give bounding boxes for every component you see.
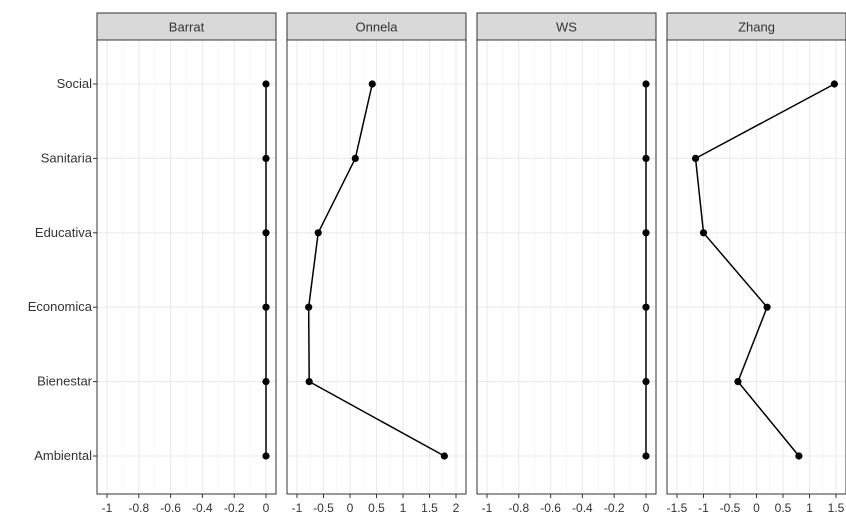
y-tick-label: Economica — [28, 299, 93, 314]
x-tick-label: -0.6 — [540, 501, 561, 515]
data-point-educativa — [699, 229, 708, 237]
panel-border — [476, 39, 657, 495]
x-tick-label: 1 — [806, 501, 813, 515]
facet-strip-label: Onnela — [356, 20, 399, 35]
x-tick-label: 0 — [263, 501, 270, 515]
x-tick-label: -0.6 — [160, 501, 181, 515]
y-tick-label: Ambiental — [34, 448, 92, 463]
x-tick-label: 1.5 — [828, 501, 845, 515]
data-point-bienestar — [262, 378, 270, 386]
data-point-social — [262, 80, 270, 88]
data-point-social — [642, 80, 650, 88]
x-tick-label: -0.8 — [508, 501, 529, 515]
data-point-bienestar — [642, 378, 650, 386]
x-tick-label: 0 — [643, 501, 650, 515]
data-point-social — [368, 80, 376, 88]
x-tick-label: 2 — [453, 501, 460, 515]
facet-panel-barrat: Barrat -1 -0.8 -0.6 -0.4 -0.2 0 — [96, 12, 277, 515]
data-point-economica — [763, 303, 771, 311]
data-point-ambiental — [440, 452, 448, 460]
series-line — [307, 83, 445, 457]
x-tick-label: 0 — [753, 501, 760, 515]
data-point-economica — [305, 303, 313, 311]
x-tick-label: -0.4 — [192, 501, 213, 515]
x-tick-label: 0.5 — [368, 501, 385, 515]
facet-strip — [286, 12, 467, 41]
facet-strip — [96, 12, 277, 41]
facet-strip — [666, 12, 846, 41]
x-tick-label: -1 — [102, 501, 113, 515]
data-point-economica — [642, 303, 650, 311]
data-point-social — [830, 80, 839, 88]
x-tick-label: -0.5 — [313, 501, 334, 515]
facet-strip-label: WS — [556, 20, 577, 35]
x-tick-label: -0.8 — [128, 501, 149, 515]
x-tick-label: -0.5 — [720, 501, 741, 515]
facet-panel-ws: WS -1 -0.8 -0.6 -0.4 -0.2 0 — [476, 12, 657, 515]
y-tick-label: Bienestar — [37, 374, 93, 389]
data-point-ambiental — [795, 452, 803, 460]
x-tick-label: 1.5 — [421, 501, 438, 515]
data-point-sanitaria — [351, 154, 359, 162]
data-point-educativa — [262, 229, 270, 237]
data-point-sanitaria — [262, 154, 270, 162]
data-point-ambiental — [642, 452, 650, 460]
data-point-educativa — [314, 229, 322, 237]
x-tick-label: -1 — [698, 501, 709, 515]
data-point-sanitaria — [691, 154, 700, 162]
y-tick-label: Social — [57, 76, 93, 91]
y-tick-label: Sanitaria — [41, 150, 93, 165]
x-tick-label: 0 — [347, 501, 354, 515]
y-tick-label: Educativa — [35, 225, 93, 240]
facet-panels: Barrat -1 -0.8 -0.6 -0.4 -0.2 0 Onnela -1 -0.5 0 0.… — [96, 12, 846, 515]
panel-border — [96, 39, 277, 495]
x-tick-label: -0.2 — [604, 501, 625, 515]
facet-strip-label: Zhang — [738, 20, 775, 35]
facet-panel-zhang: Zhang -1.5 -1 -0.5 0 0.5 1 1.5 — [666, 12, 846, 515]
data-point-ambiental — [262, 452, 270, 460]
x-tick-label: 1 — [400, 501, 407, 515]
x-tick-label: 0.5 — [775, 501, 792, 515]
series-line — [694, 83, 835, 457]
data-point-bienestar — [734, 378, 742, 386]
x-tick-label: -1.5 — [667, 501, 688, 515]
x-tick-label: -1 — [482, 501, 493, 515]
data-point-economica — [262, 303, 270, 311]
x-tick-label: -0.4 — [572, 501, 593, 515]
data-point-educativa — [642, 229, 650, 237]
data-point-sanitaria — [642, 154, 650, 162]
facet-strip-label: Barrat — [169, 20, 205, 35]
x-tick-label: -1 — [292, 501, 303, 515]
data-point-bienestar — [305, 378, 313, 386]
facet-panel-onnela: Onnela -1 -0.5 0 0.5 1 1.5 2 — [286, 12, 467, 515]
y-axis: Social Sanitaria Educativa Economica Bienest… — [28, 76, 97, 463]
x-tick-label: -0.2 — [224, 501, 245, 515]
